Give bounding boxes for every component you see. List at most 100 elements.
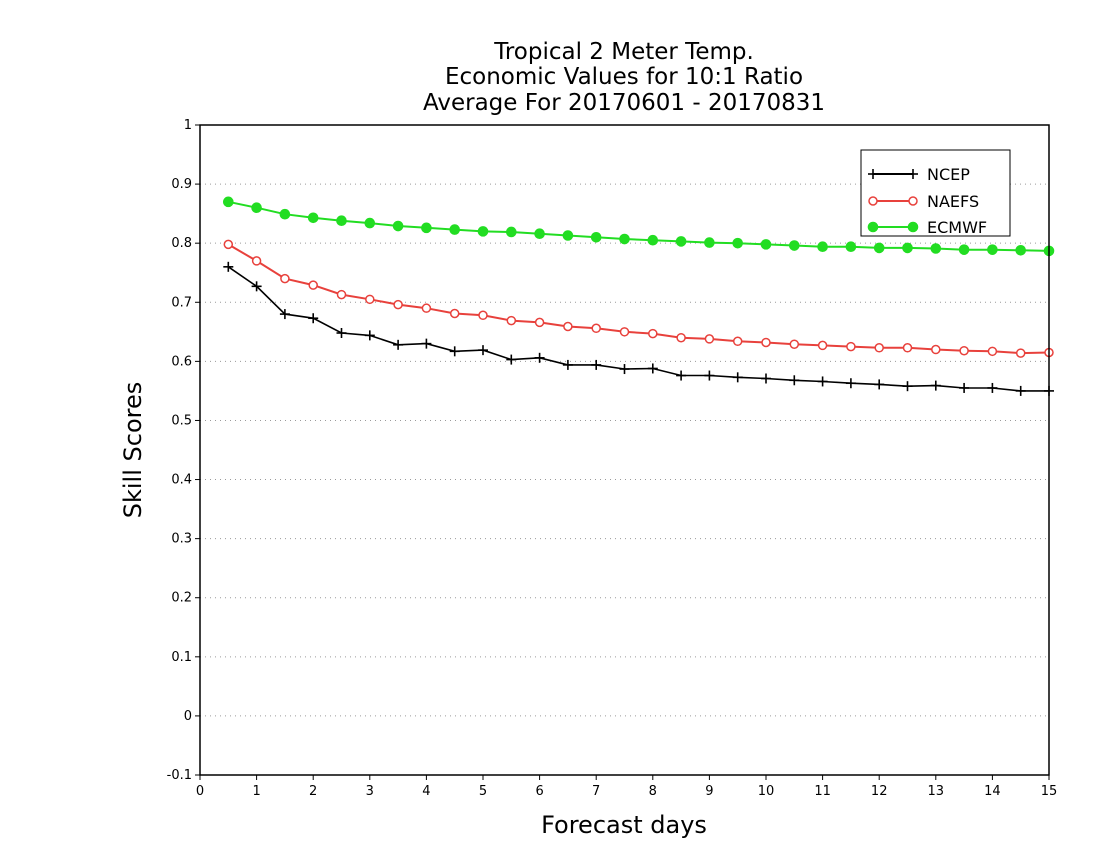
naefs-point bbox=[308, 280, 318, 290]
naefs-point bbox=[563, 321, 573, 332]
ecmwf-point bbox=[477, 226, 489, 237]
ncep-point bbox=[308, 313, 319, 324]
ncep-point bbox=[789, 375, 800, 386]
ecmwf-point bbox=[845, 241, 857, 253]
series-ecmwf bbox=[223, 196, 1055, 257]
ncep-point bbox=[761, 373, 771, 384]
ncep-point bbox=[279, 309, 290, 320]
naefs-line bbox=[227, 243, 1050, 355]
ecmwf-point bbox=[732, 237, 744, 249]
title-line-3: Average For 20170601 - 20170831 bbox=[423, 90, 825, 116]
naefs-point bbox=[732, 336, 743, 347]
ecmwf-point bbox=[562, 230, 574, 241]
naefs-point bbox=[704, 334, 715, 344]
ncep-point bbox=[874, 379, 885, 390]
ncep-point bbox=[591, 359, 602, 370]
ncep-point bbox=[336, 328, 347, 338]
naefs-point bbox=[619, 327, 630, 337]
ncep-point bbox=[930, 380, 941, 391]
naefs-point bbox=[1015, 348, 1026, 358]
ncep-point bbox=[902, 381, 913, 392]
naefs-point bbox=[534, 317, 545, 328]
y-tick-label: -0.1 bbox=[167, 768, 192, 783]
ecmwf-point bbox=[817, 241, 828, 253]
ecmwf-point bbox=[279, 208, 291, 220]
x-tick-label: 0 bbox=[196, 784, 204, 799]
naefs-point bbox=[846, 341, 856, 352]
x-tick-label: 11 bbox=[814, 784, 831, 799]
ecmwf-point bbox=[873, 242, 885, 254]
naefs-point bbox=[421, 303, 432, 313]
naefs-point bbox=[761, 337, 771, 348]
legend-label-ncep: NCEP bbox=[927, 165, 970, 184]
naefs-point bbox=[280, 273, 290, 284]
naefs-point bbox=[336, 289, 347, 300]
ecmwf-point bbox=[364, 217, 376, 229]
naefs-point bbox=[506, 315, 517, 326]
x-axis: 0 1 2 3 4 5 6 7 8 9 10 11 12 13 14 15 bbox=[196, 775, 1057, 799]
y-axis: -0.1 0 0.1 0.2 0.3 0.4 0.5 0.6 0.7 0.8 0.9 1 bbox=[167, 118, 200, 783]
naefs-point bbox=[817, 340, 828, 351]
ecmwf-point bbox=[534, 228, 545, 240]
x-tick-label: 12 bbox=[871, 784, 888, 799]
series-ncep bbox=[223, 261, 1054, 396]
naefs-point bbox=[789, 339, 800, 349]
x-tick-label: 8 bbox=[649, 784, 657, 799]
chart-title: Tropical 2 Meter Temp. Economic Values f… bbox=[423, 39, 825, 116]
y-tick-label: 0.8 bbox=[171, 236, 192, 251]
legend-label-naefs: NAEFS bbox=[927, 192, 979, 211]
x-tick-label: 9 bbox=[705, 784, 713, 799]
naefs-point bbox=[223, 239, 234, 250]
y-tick-label: 1 bbox=[184, 118, 192, 133]
legend-item-ncep: NCEP bbox=[868, 165, 970, 184]
ncep-point bbox=[364, 330, 375, 341]
series bbox=[223, 196, 1055, 396]
ecmwf-point bbox=[336, 215, 347, 227]
naefs-point bbox=[902, 343, 913, 353]
ecmwf-point bbox=[789, 240, 800, 251]
ecmwf-point bbox=[449, 224, 461, 235]
y-tick-label: 0.7 bbox=[171, 295, 192, 310]
legend-marker bbox=[908, 196, 918, 206]
ecmwf-point bbox=[223, 196, 234, 208]
naefs-point bbox=[959, 345, 969, 356]
naefs-point bbox=[393, 299, 403, 310]
x-tick-label: 3 bbox=[366, 784, 374, 799]
ecmwf-point bbox=[619, 233, 630, 245]
legend-item-naefs: NAEFS bbox=[868, 192, 979, 211]
x-tick-label: 10 bbox=[758, 784, 775, 799]
naefs-point bbox=[931, 344, 941, 355]
ncep-point bbox=[732, 372, 743, 383]
y-tick-label: 0.1 bbox=[171, 650, 192, 665]
ecmwf-point bbox=[392, 220, 404, 232]
x-tick-label: 14 bbox=[984, 784, 1001, 799]
ncep-point bbox=[562, 359, 573, 370]
legend-box bbox=[860, 149, 1011, 237]
naefs-point bbox=[591, 323, 601, 334]
ncep-point bbox=[478, 345, 488, 356]
x-tick-label: 7 bbox=[592, 784, 600, 799]
ncep-point bbox=[647, 363, 658, 374]
ncep-point bbox=[619, 364, 630, 375]
gridlines bbox=[200, 183, 1049, 717]
ncep-point bbox=[534, 352, 545, 363]
naefs-point bbox=[874, 343, 884, 353]
ecmwf-point bbox=[421, 222, 432, 234]
ncep-point bbox=[959, 382, 970, 393]
y-tick-label: 0.4 bbox=[171, 473, 192, 488]
legend-marker bbox=[867, 221, 879, 233]
x-tick-label: 2 bbox=[309, 784, 317, 799]
y-tick-label: 0.6 bbox=[171, 354, 192, 369]
ecmwf-point bbox=[675, 236, 687, 247]
naefs-point bbox=[676, 332, 686, 343]
x-tick-label: 4 bbox=[422, 784, 430, 799]
ecmwf-point bbox=[958, 244, 970, 255]
title-line-1: Tropical 2 Meter Temp. bbox=[493, 39, 754, 65]
x-tick-label: 6 bbox=[535, 784, 543, 799]
ncep-point bbox=[845, 378, 856, 389]
ncep-point bbox=[506, 354, 517, 365]
ecmwf-point bbox=[251, 202, 262, 214]
ncep-point bbox=[987, 382, 998, 393]
y-tick-label: 0.9 bbox=[171, 177, 192, 192]
